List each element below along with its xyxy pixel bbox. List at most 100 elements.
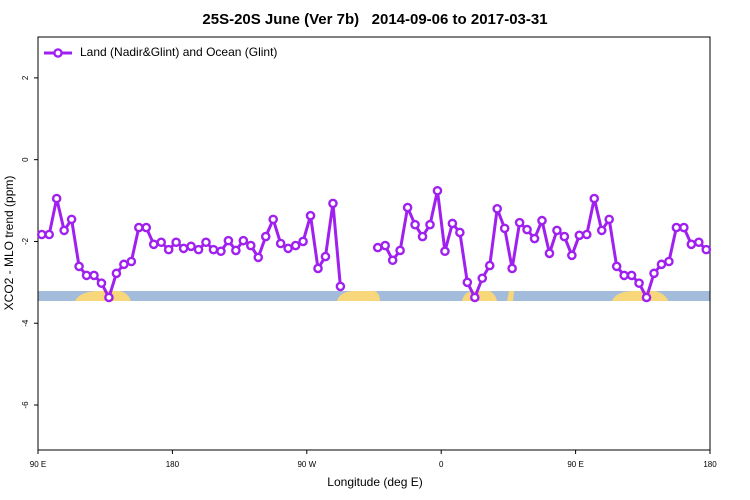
data-point <box>447 218 458 229</box>
land-patch <box>507 291 514 301</box>
data-point <box>253 252 264 263</box>
data-point <box>231 245 241 256</box>
data-point <box>178 243 189 254</box>
data-point <box>201 237 211 248</box>
data-point <box>186 241 196 252</box>
data-point <box>36 229 47 240</box>
data-point <box>455 227 465 238</box>
data-point <box>440 246 450 257</box>
data-point <box>701 244 712 255</box>
x-tick-label: 180 <box>703 460 717 469</box>
data-point <box>89 270 99 281</box>
data-point <box>574 230 585 241</box>
data-point <box>694 237 704 248</box>
data-point <box>589 193 600 204</box>
data-point <box>372 242 383 253</box>
data-point <box>537 215 547 226</box>
data-point <box>649 268 659 279</box>
data-point <box>156 237 166 248</box>
data-point <box>328 198 338 209</box>
data-point <box>148 239 159 250</box>
x-tick-label: 180 <box>166 460 180 469</box>
data-point <box>313 263 323 274</box>
data-point <box>59 225 69 236</box>
data-point <box>544 248 555 259</box>
data-point <box>626 270 637 281</box>
x-tick-label: 90 W <box>297 460 316 469</box>
data-point <box>596 225 607 236</box>
data-point <box>74 261 84 272</box>
land-patch <box>337 291 380 301</box>
y-tick-label: 2 <box>21 75 30 80</box>
x-tick-label: 90 E <box>567 460 583 469</box>
data-point <box>66 214 77 225</box>
series-line <box>41 190 708 302</box>
data-point <box>425 219 435 230</box>
data-point <box>275 238 286 249</box>
x-tick-label: 0 <box>439 460 444 469</box>
data-point <box>686 239 697 250</box>
data-point <box>119 259 129 270</box>
data-point <box>245 240 256 251</box>
data-point <box>395 245 405 256</box>
data-point <box>417 231 428 242</box>
data-point <box>335 281 346 292</box>
data-point <box>305 210 316 221</box>
land-patch <box>612 291 668 301</box>
data-point <box>619 270 629 281</box>
data-point <box>507 263 517 274</box>
data-point <box>96 278 107 288</box>
data-point <box>484 260 495 271</box>
data-point <box>387 255 398 266</box>
data-point <box>171 237 181 248</box>
y-tick-label: -6 <box>21 401 30 409</box>
data-point <box>641 292 652 303</box>
y-tick-label: -2 <box>21 237 30 245</box>
data-point <box>298 236 308 247</box>
data-point <box>567 250 577 261</box>
data-point <box>656 259 667 270</box>
data-point <box>611 261 622 272</box>
data-point <box>559 231 570 242</box>
data-point <box>104 292 114 303</box>
data-point <box>410 219 420 230</box>
legend-marker <box>53 48 63 58</box>
y-axis-label: XCO2 - MLO trend (ppm) <box>2 176 16 311</box>
x-axis-label: Longitude (deg E) <box>327 475 422 489</box>
data-point <box>44 229 55 240</box>
data-point <box>671 222 682 233</box>
data-point <box>462 277 473 288</box>
data-point <box>402 202 413 213</box>
data-point <box>477 273 488 284</box>
data-point <box>604 214 615 225</box>
data-point <box>238 235 249 246</box>
data-point <box>514 217 525 228</box>
data-point <box>81 270 92 281</box>
data-point <box>529 233 540 244</box>
y-tick-label: -4 <box>21 319 30 327</box>
data-point <box>492 203 503 214</box>
data-point <box>469 292 480 303</box>
data-point <box>133 222 144 233</box>
data-point <box>51 193 62 204</box>
data-point <box>634 278 644 288</box>
data-point <box>552 225 562 236</box>
data-point <box>111 268 122 279</box>
data-point <box>380 240 391 251</box>
data-point <box>268 214 279 225</box>
data-point <box>163 244 174 255</box>
x-tick-label: 90 E <box>30 460 46 469</box>
data-point <box>290 240 301 251</box>
data-point <box>193 244 204 255</box>
data-point <box>283 243 293 254</box>
data-point <box>582 229 592 240</box>
data-point <box>141 222 152 233</box>
data-point <box>522 224 532 235</box>
data-point <box>216 246 226 257</box>
plot-frame <box>37 36 711 451</box>
land-patch <box>75 291 131 301</box>
data-point <box>223 235 234 246</box>
data-point <box>126 256 137 267</box>
data-point <box>664 256 674 267</box>
data-point <box>260 231 271 242</box>
